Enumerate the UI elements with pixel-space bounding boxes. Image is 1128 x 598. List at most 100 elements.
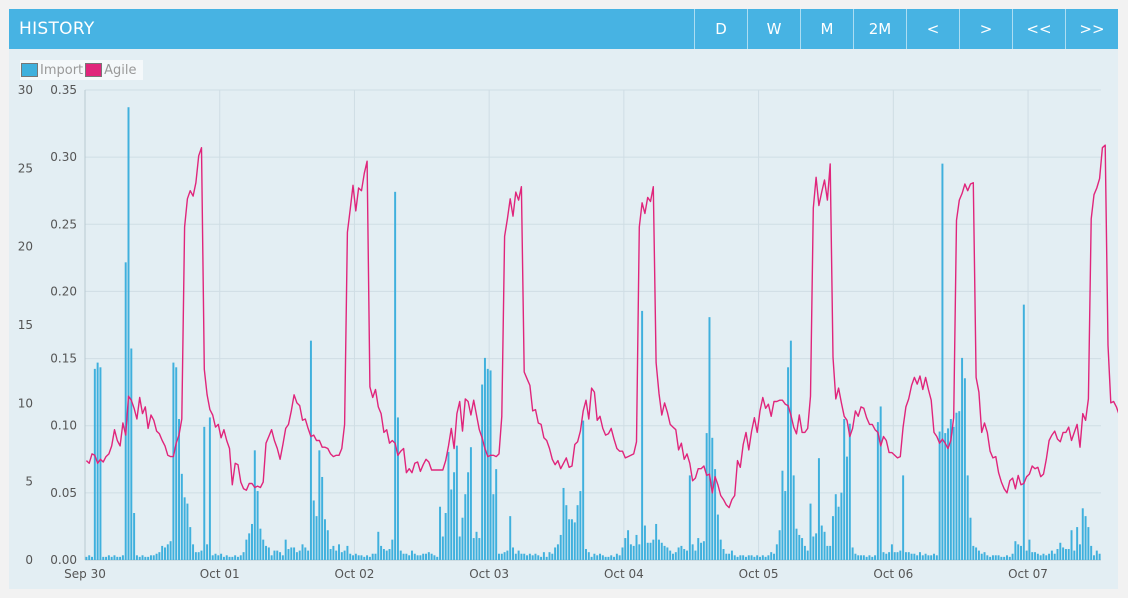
import-bar xyxy=(422,553,425,560)
import-bar xyxy=(309,340,312,560)
import-bar xyxy=(91,556,93,560)
import-bar xyxy=(284,539,287,560)
week-view-button[interactable]: W xyxy=(747,9,800,49)
two-month-view-button[interactable]: 2M xyxy=(853,9,906,49)
import-bar xyxy=(711,437,714,560)
import-bar xyxy=(963,378,966,560)
import-bar xyxy=(512,547,514,560)
x-tick-label: Oct 04 xyxy=(604,567,644,581)
import-bar xyxy=(568,519,571,560)
legend-item-import[interactable]: Import xyxy=(21,63,83,78)
y-right-tick-label: 0.35 xyxy=(50,83,77,97)
next-button[interactable]: > xyxy=(959,9,1012,49)
import-bar xyxy=(972,545,975,560)
import-bar xyxy=(436,556,439,560)
import-bar xyxy=(874,555,877,560)
import-bar xyxy=(416,555,419,560)
import-bar xyxy=(1034,552,1037,560)
import-bar xyxy=(352,555,355,560)
import-bar xyxy=(935,555,938,560)
import-bar xyxy=(896,552,899,560)
import-bar xyxy=(489,370,492,560)
import-bar xyxy=(354,553,357,560)
import-bar xyxy=(848,423,851,560)
import-bar xyxy=(643,525,646,560)
import-bar xyxy=(907,552,910,560)
import-bar xyxy=(1098,553,1101,560)
import-bar xyxy=(1020,545,1022,560)
import-bar xyxy=(924,553,927,560)
import-bar xyxy=(138,556,141,560)
import-bar xyxy=(890,544,893,560)
fast-back-button[interactable]: << xyxy=(1012,9,1065,49)
import-bar xyxy=(627,530,630,560)
import-bar xyxy=(531,555,534,560)
import-bar xyxy=(427,552,430,560)
import-bar xyxy=(975,547,978,560)
import-bar xyxy=(1022,304,1025,560)
import-bar xyxy=(332,545,335,560)
import-bar xyxy=(1067,549,1070,560)
import-bar xyxy=(778,530,781,560)
import-bar xyxy=(615,553,618,560)
x-tick-label: Oct 02 xyxy=(335,567,375,581)
day-view-button[interactable]: D xyxy=(694,9,747,49)
fast-forward-button[interactable]: >> xyxy=(1065,9,1118,49)
import-bar xyxy=(290,547,293,560)
import-bar xyxy=(192,544,195,560)
import-bar xyxy=(787,367,790,560)
import-bar xyxy=(323,519,326,560)
import-bar xyxy=(652,539,655,560)
import-bar xyxy=(467,472,470,560)
import-bar xyxy=(955,412,958,560)
import-bar xyxy=(607,556,610,560)
import-bar xyxy=(604,556,607,560)
import-bar xyxy=(200,550,203,560)
import-bar xyxy=(183,497,186,560)
import-bar xyxy=(413,553,416,560)
import-bar xyxy=(1062,547,1065,560)
import-bar xyxy=(279,552,282,560)
import-bar xyxy=(363,556,366,560)
import-bar xyxy=(141,555,144,560)
import-bar xyxy=(161,545,164,560)
import-bar xyxy=(545,556,548,560)
import-bar xyxy=(368,556,371,560)
import-bar xyxy=(989,556,992,560)
import-bar xyxy=(733,555,736,560)
import-bar xyxy=(469,447,472,560)
import-bar xyxy=(837,506,840,560)
legend-item-agile[interactable]: Agile xyxy=(85,63,137,78)
import-bar xyxy=(312,500,315,560)
import-bar xyxy=(371,553,374,560)
import-bar xyxy=(1017,544,1020,560)
import-bar xyxy=(315,516,318,560)
import-bar xyxy=(514,553,517,560)
import-bar xyxy=(158,552,161,560)
import-bar xyxy=(520,553,523,560)
import-bar xyxy=(206,544,209,560)
import-bar xyxy=(152,555,155,560)
import-bar xyxy=(208,417,211,560)
previous-button[interactable]: < xyxy=(906,9,959,49)
import-bar xyxy=(1090,545,1093,560)
import-bar xyxy=(865,556,868,560)
import-bar xyxy=(357,555,360,560)
month-view-button[interactable]: M xyxy=(800,9,853,49)
import-bar xyxy=(691,544,694,560)
import-bar xyxy=(966,475,969,560)
import-bar xyxy=(130,348,133,560)
import-bar xyxy=(834,494,837,560)
import-bar xyxy=(947,428,950,560)
import-bar xyxy=(189,527,192,560)
import-bar xyxy=(124,262,127,560)
y-right-tick-label: 0.15 xyxy=(50,352,77,366)
x-tick-label: Oct 05 xyxy=(739,567,779,581)
import-bar xyxy=(551,553,554,560)
import-bar xyxy=(483,357,486,560)
import-bar xyxy=(113,555,116,560)
import-bar xyxy=(85,556,88,560)
import-bar xyxy=(576,505,579,560)
import-bar xyxy=(983,552,986,560)
import-bar xyxy=(166,544,169,560)
